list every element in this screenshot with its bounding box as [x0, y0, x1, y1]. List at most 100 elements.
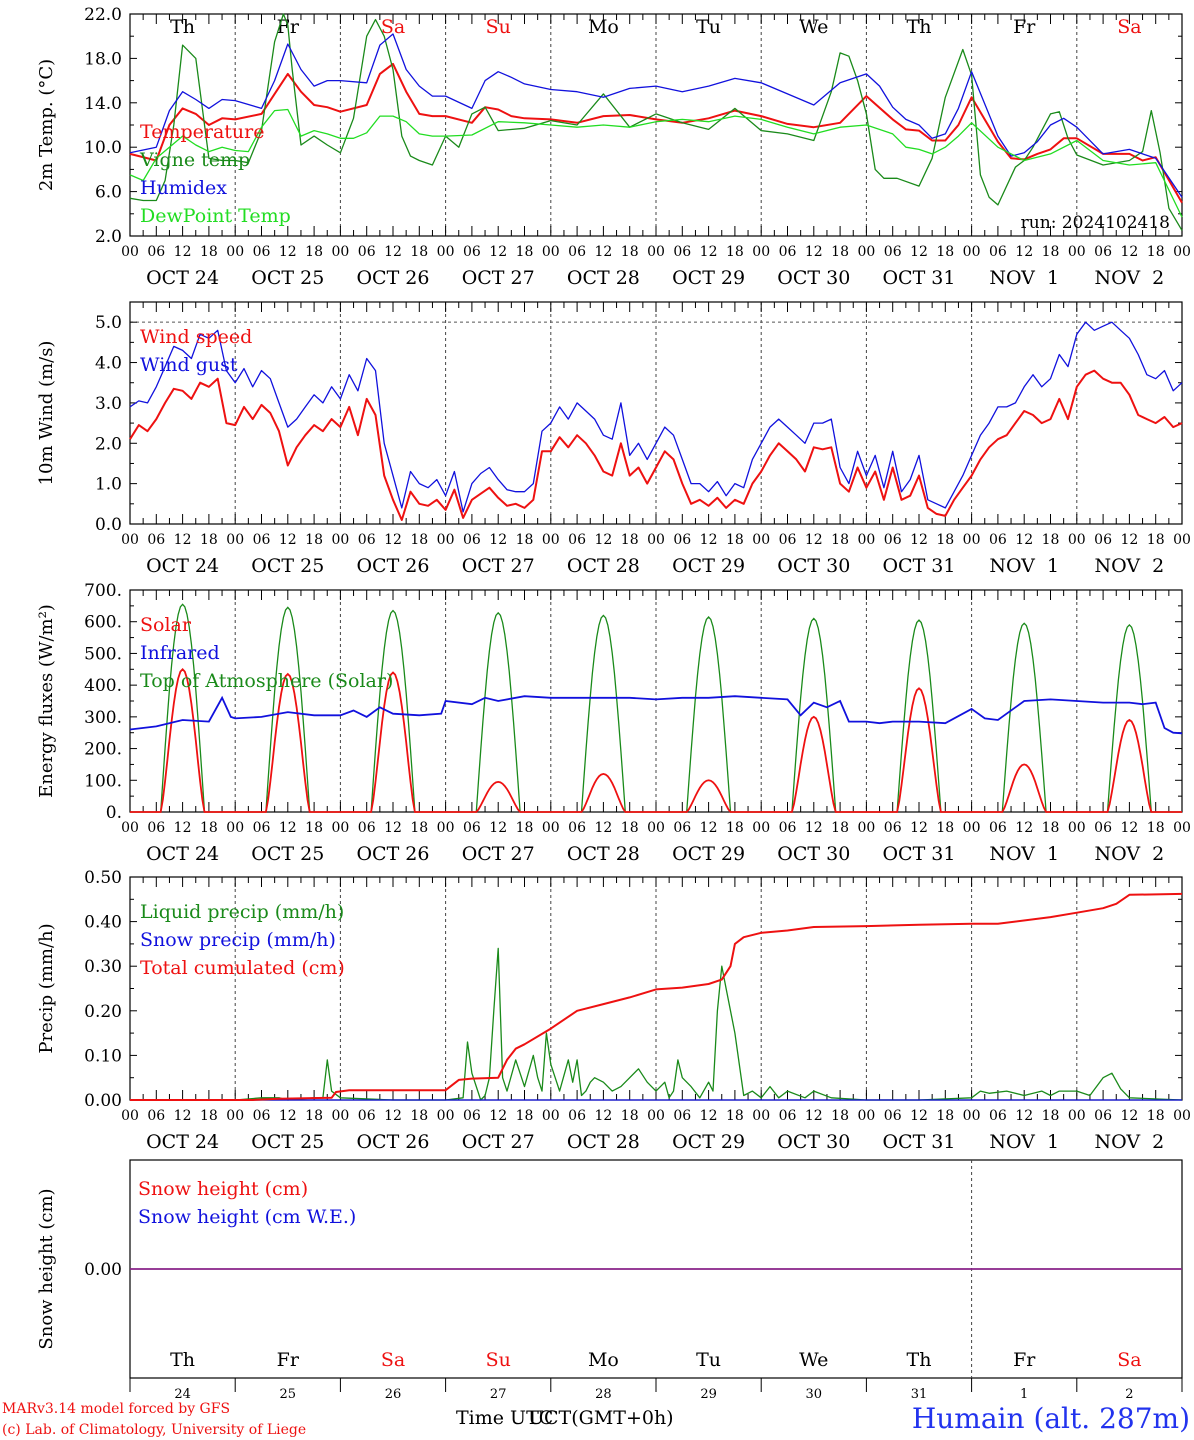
footer: MARv3.14 model forced by GFS (c) Lab. of…: [2, 1401, 1190, 1438]
x-hour-label: 18: [1042, 244, 1060, 260]
series-group: [129, 13, 1183, 231]
x-hour-label: 06: [253, 820, 271, 836]
x-hour-label: 06: [147, 532, 165, 548]
x-hour-label: 18: [305, 820, 323, 836]
x-hour-label: 18: [1042, 820, 1060, 836]
x-hour-label: 18: [305, 1108, 323, 1124]
x-hour-label: 12: [174, 532, 192, 548]
y-axis-label: Energy fluxes (W/m²): [36, 604, 57, 798]
x-hour-label: 18: [1147, 820, 1165, 836]
x-hour-label: 06: [1094, 1108, 1112, 1124]
y-axis-label: 2m Temp. (°C): [36, 59, 57, 191]
x-date-label: OCT 31: [882, 1131, 955, 1153]
x-hour-label: 06: [358, 244, 376, 260]
legend-entry: Snow height (cm): [138, 1178, 308, 1200]
x-hour-label: 18: [516, 244, 534, 260]
x-hour-label: 18: [516, 532, 534, 548]
x-hour-label: 12: [700, 1108, 718, 1124]
series-line-infrared: [129, 695, 1183, 735]
x-hour-label: 00: [963, 820, 981, 836]
legend-entry: Snow height (cm W.E.): [138, 1206, 356, 1228]
x-hour-label: 00: [121, 820, 139, 836]
x-date-label: NOV 2: [1095, 267, 1165, 289]
x-hour-label: 12: [174, 820, 192, 836]
x-day-number: 26: [385, 1387, 402, 1402]
x-date-label: OCT 27: [462, 267, 535, 289]
x-hour-label: 12: [805, 820, 823, 836]
weekday-label: Fr: [277, 1349, 300, 1371]
x-date-label: OCT 25: [251, 267, 324, 289]
y-tick-label: 0.00: [84, 1260, 122, 1280]
weekday-label: Sa: [381, 16, 405, 38]
x-hour-label: 12: [805, 244, 823, 260]
x-hour-label: 12: [384, 532, 402, 548]
x-day-number: 2: [1125, 1387, 1133, 1402]
x-hour-label: 00: [857, 244, 875, 260]
y-tick-label: 200.: [84, 740, 122, 760]
x-hour-label: 18: [726, 820, 744, 836]
x-date-label: NOV 1: [989, 1131, 1059, 1153]
x-hour-label: 06: [568, 532, 586, 548]
y-tick-label: 22.0: [84, 5, 122, 25]
x-day-number: 30: [806, 1387, 823, 1402]
y-tick-label: 6.0: [95, 183, 122, 203]
x-hour-label: 06: [779, 244, 797, 260]
x-hour-label: 06: [779, 820, 797, 836]
y-tick-label: 700.: [84, 581, 122, 601]
x-hour-label: 06: [1094, 820, 1112, 836]
weekday-label: Sa: [381, 1349, 405, 1371]
x-hour-label: 00: [647, 1108, 665, 1124]
x-hour-label: 12: [279, 532, 297, 548]
legend-entry: DewPoint Temp: [140, 205, 291, 227]
x-hour-label: 18: [516, 820, 534, 836]
x-hour-label: 00: [647, 244, 665, 260]
series-line-temperature: [129, 62, 1183, 204]
x-hour-label: 12: [1015, 1108, 1033, 1124]
x-hour-label: 00: [1173, 244, 1191, 260]
x-hour-label: 12: [1120, 1108, 1138, 1124]
panel-1: 2.0 6.0 10.0 14.0 18.0 22.0 2m Temp. (°C) 00 06 1…: [36, 5, 1191, 289]
legend-entry: Infrared: [140, 642, 220, 664]
x-hour-label: 00: [752, 244, 770, 260]
x-hour-label: 06: [673, 820, 691, 836]
series-line-solar: [130, 667, 1182, 813]
x-date-label: OCT 30: [777, 267, 850, 289]
x-hour-label: 12: [174, 1108, 192, 1124]
x-hour-label: 12: [594, 532, 612, 548]
x-hour-label: 18: [1147, 244, 1165, 260]
x-date-label: OCT 25: [251, 843, 324, 865]
x-hour-label: 18: [410, 1108, 428, 1124]
x-hour-label: 12: [805, 532, 823, 548]
x-date-label: OCT 28: [567, 843, 640, 865]
x-hour-label: 00: [542, 244, 560, 260]
y-tick-label: 0.: [106, 803, 122, 823]
x-hour-label: 12: [384, 820, 402, 836]
x-hour-label: 00: [752, 1108, 770, 1124]
legend-entry: Temperature: [140, 121, 264, 143]
x-hour-label: 12: [1015, 532, 1033, 548]
legend-entry: Wind speed: [140, 326, 252, 348]
x-hour-label: 06: [884, 820, 902, 836]
x-date-label: OCT 31: [882, 843, 955, 865]
x-date-label: OCT 28: [567, 267, 640, 289]
x-hour-label: 18: [200, 244, 218, 260]
x-date-label: OCT 24: [146, 1131, 219, 1153]
x-hour-label: 06: [463, 820, 481, 836]
weekday-label: Th: [907, 16, 932, 38]
series-line-wind-speed: [129, 369, 1183, 521]
x-hour-label: 12: [174, 244, 192, 260]
x-hour-label: 00: [1173, 820, 1191, 836]
x-hour-label: 18: [621, 244, 639, 260]
x-day-number: 25: [280, 1387, 297, 1402]
x-hour-label: 12: [1120, 244, 1138, 260]
x-hour-label: 06: [358, 1108, 376, 1124]
x-hour-label: 18: [200, 1108, 218, 1124]
x-hour-label: 00: [542, 1108, 560, 1124]
weekday-label: Su: [486, 1349, 511, 1371]
x-hour-label: 06: [1094, 532, 1112, 548]
x-hour-label: 00: [226, 1108, 244, 1124]
x-hour-label: 00: [542, 532, 560, 548]
x-hour-label: 12: [384, 1108, 402, 1124]
x-hour-label: 00: [752, 820, 770, 836]
x-hour-label: 00: [963, 532, 981, 548]
